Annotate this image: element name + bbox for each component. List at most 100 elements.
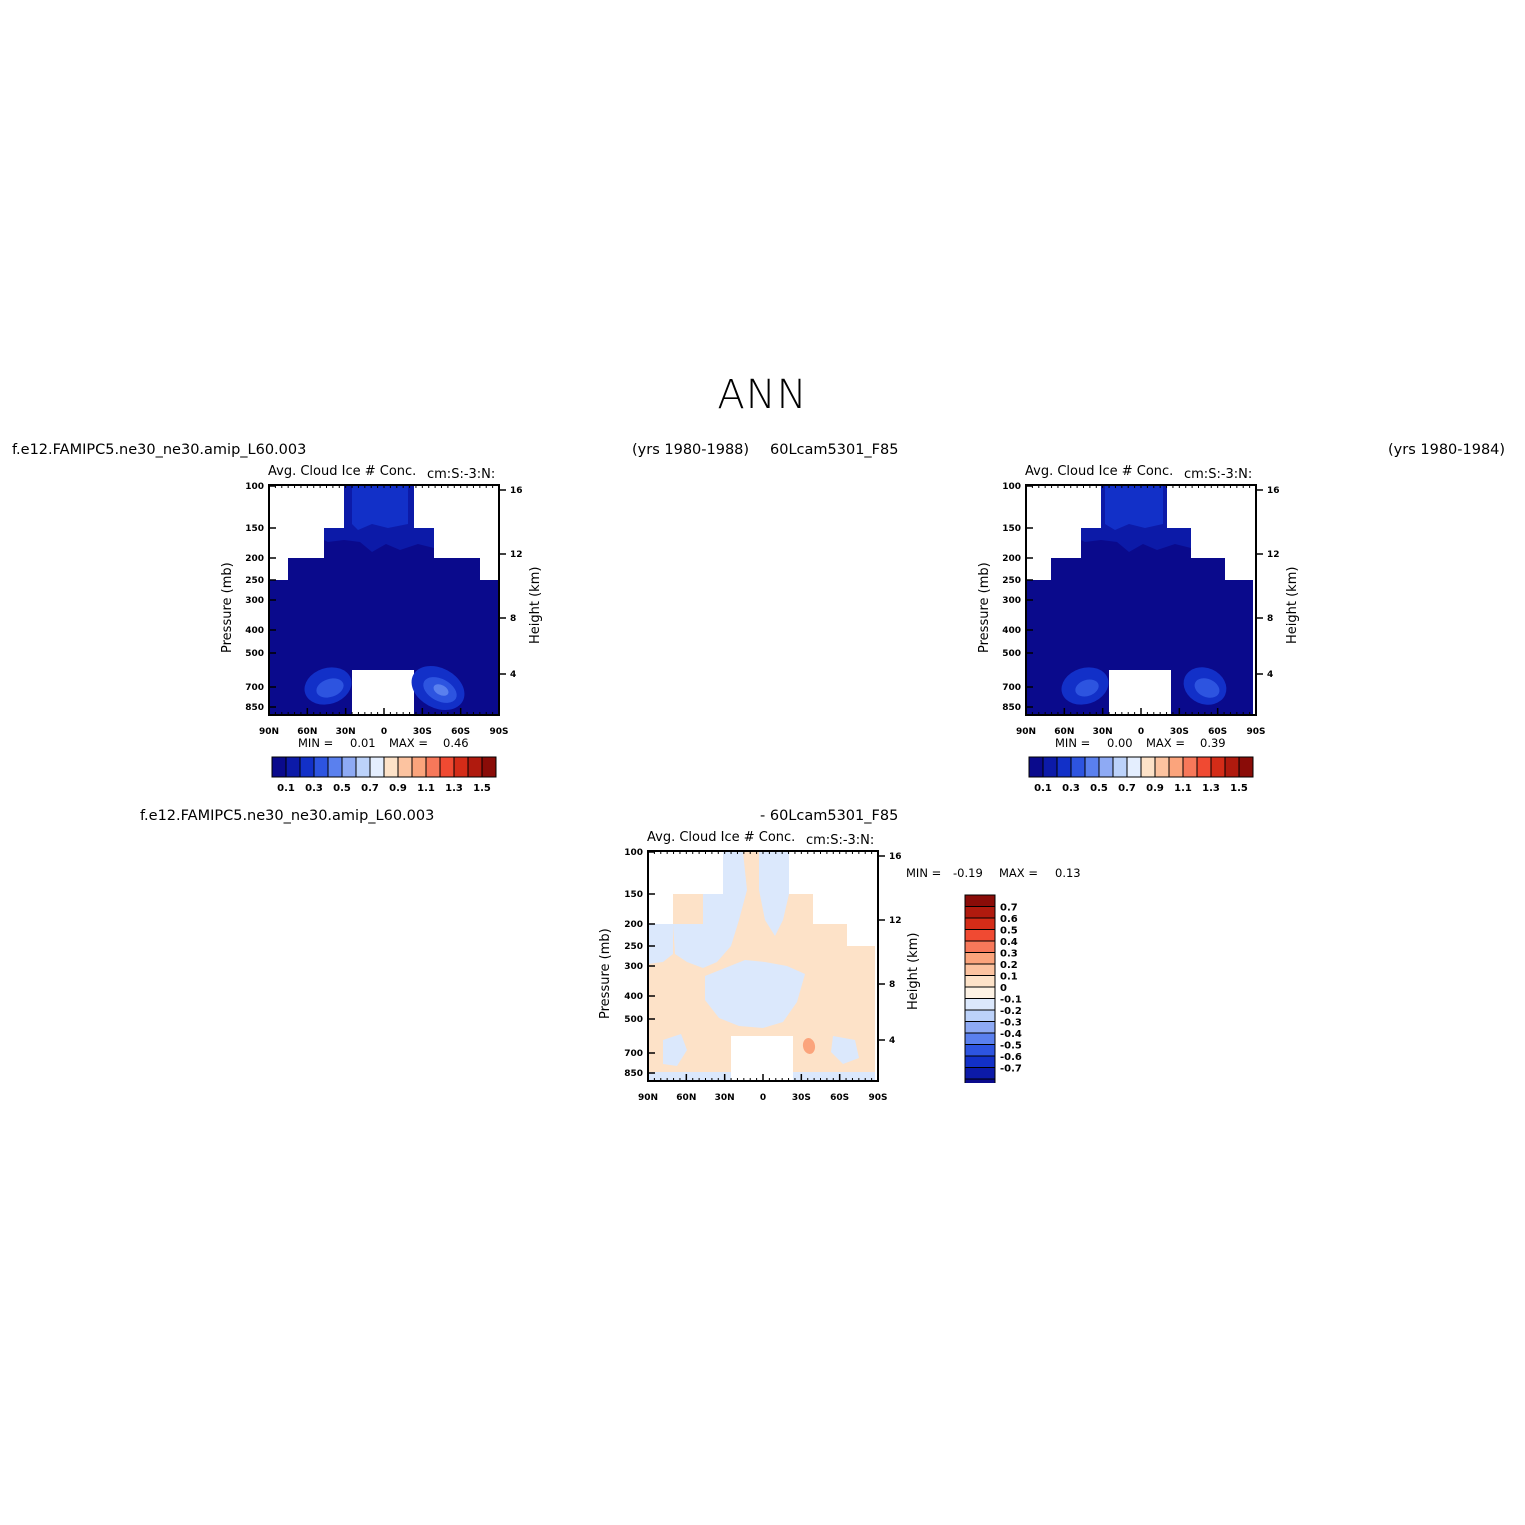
left-colorbar-label: 0.3 [305, 783, 323, 794]
right-xtick-label: 30S [1170, 727, 1189, 737]
diff-colorbar-box [964, 963, 996, 976]
right-max-label: MAX = [1146, 736, 1185, 750]
left-colorbar-label: 1.1 [417, 783, 435, 794]
diff-colorbar-label: -0.6 [1000, 1052, 1022, 1063]
left-colorbar-box [411, 756, 427, 778]
right-colorbar-label: 0.3 [1062, 783, 1080, 794]
right-ytick-label: 500 [1002, 649, 1021, 659]
right-colorbar-label: 0.7 [1118, 783, 1136, 794]
left-xtick-label: 0 [381, 727, 387, 737]
diff-colorbar-box [964, 1021, 996, 1034]
right-colorbar-box [1154, 756, 1170, 778]
diff-contour-plot: 90N 60N 30N 0 30S 60S 90S 100 150 200 250 300 400 500… [624, 848, 901, 1103]
diff-colorbar-box [964, 917, 996, 930]
diff-colorbar-box [964, 986, 996, 999]
diff-colorbar-box [964, 1067, 996, 1080]
diff-colorbar-box [964, 1009, 996, 1022]
right-colorbar-box [1196, 756, 1212, 778]
diff-xtick-label: 0 [760, 1093, 766, 1103]
right-colorbar-label: 0.5 [1090, 783, 1108, 794]
left-colorbar-box [299, 756, 315, 778]
diff-colorbar-label: 0.1 [1000, 972, 1018, 983]
right-ytick-label: 200 [1002, 554, 1021, 564]
left-max-value: 0.46 [443, 736, 469, 750]
left-xtick-label: 60N [297, 727, 317, 737]
right-max-value: 0.39 [1200, 736, 1226, 750]
diff-colorbar-label: 0.7 [1000, 903, 1018, 914]
diff-colorbar-box [964, 1078, 996, 1083]
diff-colorbar-label: -0.1 [1000, 995, 1022, 1006]
diff-xtick-label: 30N [715, 1093, 735, 1103]
diff-colorbar-box [964, 906, 996, 919]
left-colorbar-boxes [271, 756, 497, 778]
right-plot-units: cm:S:-3:N: [1184, 467, 1253, 482]
diff-xtick-label: 30S [792, 1093, 811, 1103]
right-xtick-label: 90S [1246, 727, 1265, 737]
diff-colorbar-box [964, 952, 996, 965]
right-colorbar-box [1042, 756, 1058, 778]
right-min-label: MIN = [1055, 736, 1091, 750]
right-xtick-label: 30N [1093, 727, 1113, 737]
right-colorbar-label: 0.1 [1034, 783, 1052, 794]
page-title: ANN [717, 372, 808, 418]
right-min-value: 0.00 [1107, 736, 1133, 750]
diff-max-label: MAX = [999, 866, 1038, 880]
diff-colorbar-label: -0.7 [1000, 1064, 1022, 1075]
right-colorbar-box [1224, 756, 1240, 778]
left-colorbar-box [467, 756, 483, 778]
left-ytick-label: 100 [245, 482, 264, 492]
left-colorbar-box [271, 756, 287, 778]
left-colorbar-label: 0.1 [277, 783, 295, 794]
left-y2tick-label: 16 [510, 486, 523, 496]
left-colorbar-label: 1.3 [445, 783, 463, 794]
diff-case-a: f.e12.FAMIPC5.ne30_ne30.amip_L60.003 [140, 808, 435, 824]
left-colorbar-box [285, 756, 301, 778]
left-ytick-label: 400 [245, 626, 264, 636]
diff-colorbar-label: 0.5 [1000, 926, 1018, 937]
left-xtick-label: 60S [451, 727, 470, 737]
diff-xtick-label: 90N [638, 1093, 658, 1103]
diff-colorbar-box [964, 929, 996, 942]
diff-ytick-label: 150 [624, 890, 643, 900]
diff-xtick-label: 90S [868, 1093, 887, 1103]
right-colorbar-boxes [1028, 756, 1254, 778]
right-colorbar-box [1028, 756, 1044, 778]
right-xtick-label: 60N [1054, 727, 1074, 737]
diff-min-label: MIN = [906, 866, 942, 880]
right-colorbar-label: 1.3 [1202, 783, 1220, 794]
right-xtick-label: 90N [1016, 727, 1036, 737]
left-y2tick-label: 4 [510, 670, 516, 680]
left-xtick-label: 30N [336, 727, 356, 737]
diff-y2tick-label: 8 [889, 980, 895, 990]
diff-colorbar-label: -0.2 [1000, 1006, 1022, 1017]
right-colorbar-box [1238, 756, 1254, 778]
diff-y2tick-label: 4 [889, 1036, 895, 1046]
diff-colorbar-box [964, 1032, 996, 1045]
diff-ylabel: Pressure (mb) [598, 928, 613, 1019]
left-y2tick-label: 8 [510, 614, 516, 624]
right-ytick-label: 100 [1002, 482, 1021, 492]
diff-ytick-label: 500 [624, 1015, 643, 1025]
right-colorbar-label: 1.1 [1174, 783, 1192, 794]
right-y2tick-label: 4 [1267, 670, 1273, 680]
right-colorbar-labels: 0.1 0.3 0.5 0.7 0.9 1.1 1.3 1.5 [1034, 783, 1248, 794]
diff-ytick-label: 400 [624, 992, 643, 1002]
left-colorbar-box [383, 756, 399, 778]
right-colorbar-box [1126, 756, 1142, 778]
left-min-value: 0.01 [350, 736, 376, 750]
right-y2tick-label: 16 [1267, 486, 1280, 496]
right-ticks: 90N 60N 30N 0 30S 60S 90S 100 150 200 250 300 400 500… [1002, 482, 1279, 737]
left-xtick-label: 30S [413, 727, 432, 737]
right-field [1026, 486, 1253, 714]
right-colorbar-box [1098, 756, 1114, 778]
diff-y2tick-label: 12 [889, 916, 902, 926]
right-ylabel: Pressure (mb) [977, 562, 992, 653]
left-xtick-label: 90N [259, 727, 279, 737]
left-xtick-label: 90S [489, 727, 508, 737]
right-contour-plot: 90N 60N 30N 0 30S 60S 90S 100 150 200 250 300 400 500… [1002, 482, 1279, 737]
right-ytick-label: 250 [1002, 576, 1021, 586]
left-colorbar-label: 1.5 [473, 783, 491, 794]
left-ytick-label: 150 [245, 524, 264, 534]
left-min-label: MIN = [298, 736, 334, 750]
left-years: (yrs 1980-1988) [632, 442, 750, 458]
